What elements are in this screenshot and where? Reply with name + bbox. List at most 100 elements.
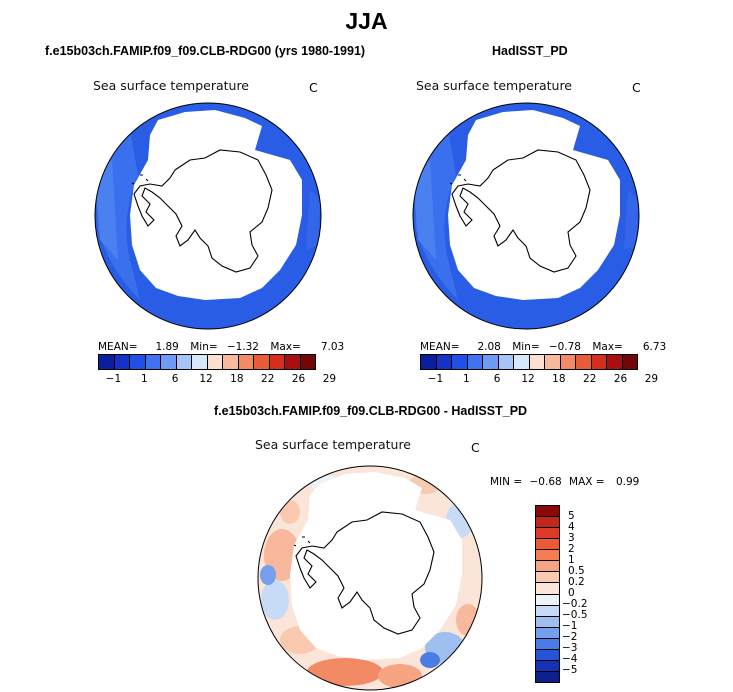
panel-1-colorbar-swatch <box>175 355 191 369</box>
panel-2-min-value: −0.78 <box>548 341 581 353</box>
panel-3-colorbar-swatch <box>536 648 559 660</box>
panel-3-ice-mask <box>290 472 462 660</box>
panel-2-map-boundary <box>412 102 640 330</box>
panel-2-colorbar-swatch <box>575 355 591 369</box>
panel-1-units: C <box>309 80 318 95</box>
panel-1-colorbar-tick-label: 1 <box>140 373 148 385</box>
panel-2-colorbar-tick-label: 1 <box>462 373 470 385</box>
panel-2-mean-label: MEAN= <box>420 341 460 353</box>
panel-3-colorbar-label: 0.5 <box>568 565 585 577</box>
panel-3-colorbar-swatch <box>536 549 559 561</box>
panel-2-colorbar-tick-label: 29 <box>644 373 659 385</box>
panel-3-colorbar-swatch <box>536 516 559 528</box>
panel-3-colorbar-labels: 5 4 3 2 1 0.5 0.2 0 −0.2 −0.5 −1 −2 −3 −4 −5 <box>562 505 606 681</box>
panel-3-min-value: −0.68 <box>529 476 562 488</box>
panel-3-antarctica-coastline <box>295 511 435 635</box>
panel-1-colorbar-ticks: −1 1 6 12 18 22 26 29 <box>98 373 336 387</box>
panel-2-colorbar-swatch <box>451 355 467 369</box>
panel-3-colorbar-label: 4 <box>568 521 575 533</box>
panel-1-colorbar-swatch <box>99 355 114 369</box>
panel-2-colorbar-swatch <box>482 355 498 369</box>
panel-2-variable-label: Sea surface temperature <box>416 78 572 93</box>
panel-2-colorbar-swatch <box>590 355 606 369</box>
panel-2-colorbar-swatch <box>466 355 482 369</box>
panel-1-stats: MEAN= 1.89 Min= −1.32 Max= 7.03 <box>98 341 344 353</box>
panel-1-colorbar-swatch <box>160 355 176 369</box>
figure-title: JJA <box>345 8 388 34</box>
panel-1-antarctica-coastline <box>133 149 273 273</box>
panel-2-colorbar-tick-label: 18 <box>552 373 566 385</box>
panel-3-colorbar-swatch <box>536 604 559 616</box>
panel-3-colorbar-label: 3 <box>568 532 575 544</box>
panel-3-colorbar-swatch <box>536 571 559 583</box>
panel-2-units: C <box>632 80 641 95</box>
panel-1-colorbar-tick-label: 18 <box>230 373 244 385</box>
panel-3-colorbar-swatch <box>536 560 559 572</box>
panel-1-colorbar-tick-label: 29 <box>322 373 337 385</box>
panel-3-stats: MIN = −0.68 MAX = 0.99 <box>490 476 639 488</box>
panel-2-colorbar-tick-label: 6 <box>493 373 501 385</box>
panel-3-colorbar <box>535 505 560 683</box>
panel-3-colorbar-swatch <box>536 659 559 671</box>
panel-2-colorbar-ticks: −1 1 6 12 18 22 26 29 <box>420 373 658 387</box>
panel-1-mean-label: MEAN= <box>98 341 138 353</box>
panel-2-colorbar-swatch <box>544 355 560 369</box>
panel-3-colorbar-swatch <box>536 506 559 517</box>
panel-1-colorbar-swatch <box>113 355 129 369</box>
panel-2-colorbar-tick-label: −1 <box>427 373 444 385</box>
panel-3-colorbar-label: 0.2 <box>568 576 585 588</box>
panel-1-colorbar-swatch <box>299 355 315 369</box>
panel-3-colorbar-label: −0.5 <box>562 609 588 621</box>
panel-3-min-label: MIN = <box>490 476 523 488</box>
panel-1-min-value: −1.32 <box>226 341 259 353</box>
panel-2-colorbar-swatch <box>606 355 622 369</box>
panel-1-colorbar <box>98 354 316 370</box>
panel-3-max-label: MAX = <box>569 476 605 488</box>
panel-1-max-label: Max= <box>270 341 301 353</box>
panel-1-colorbar-swatch <box>144 355 160 369</box>
panel-1-colorbar-tick-label: −1 <box>105 373 122 385</box>
panel-3-map-boundary <box>257 465 483 691</box>
panel-1-colorbar-swatch <box>206 355 222 369</box>
panel-1-title: f.e15b03ch.FAMIP.f09_f09.CLB-RDG00 (yrs … <box>45 44 366 58</box>
panel-3-title: f.e15b03ch.FAMIP.f09_f09.CLB-RDG00 - Had… <box>214 404 528 418</box>
panel-3-colorbar-swatch <box>536 593 559 605</box>
panel-3-colorbar-label: 1 <box>568 554 575 566</box>
panel-3-colorbar-swatch <box>536 615 559 627</box>
panel-2-colorbar-tick-label: 26 <box>613 373 628 385</box>
panel-2-colorbar-swatch <box>497 355 513 369</box>
panel-2-antarctica-coastline <box>451 149 591 273</box>
panel-3-colorbar-label: 5 <box>568 510 575 522</box>
panel-1-mean-value: 1.89 <box>155 341 179 353</box>
panel-1-colorbar-tick-label: 26 <box>291 373 306 385</box>
panel-3-colorbar-label: −0.2 <box>562 598 588 610</box>
panel-3-colorbar-swatch <box>536 582 559 594</box>
panel-3-colorbar-label: −4 <box>562 653 578 665</box>
panel-1-map-boundary <box>94 102 322 330</box>
panel-2-colorbar-swatch <box>435 355 451 369</box>
panel-3-colorbar-label: 0 <box>568 587 575 599</box>
panel-1-colorbar-tick-label: 12 <box>199 373 213 385</box>
panel-3-colorbar-label: −5 <box>562 664 578 676</box>
panel-1-colorbar-swatch <box>268 355 284 369</box>
panel-3-variable-label: Sea surface temperature <box>255 437 411 452</box>
panel-3-colorbar-label: −1 <box>562 620 578 632</box>
panel-1-colorbar-tick-label: 6 <box>171 373 179 385</box>
panel-1-colorbar-swatch <box>191 355 207 369</box>
panel-3-units: C <box>471 440 480 455</box>
panel-3-colorbar-swatch <box>536 637 559 649</box>
panel-1-colorbar-swatch <box>253 355 269 369</box>
panel-1-colorbar-swatch <box>222 355 238 369</box>
panel-3-colorbar-label: 2 <box>568 543 575 555</box>
panel-1-colorbar-swatch <box>129 355 145 369</box>
panel-2-colorbar-tick-label: 22 <box>583 373 597 385</box>
panel-1-colorbar-swatch <box>284 355 300 369</box>
panel-2-colorbar-swatch <box>559 355 575 369</box>
panel-2-colorbar-swatch <box>513 355 529 369</box>
panel-3-colorbar-swatch <box>536 527 559 539</box>
panel-2-colorbar-tick-label: 12 <box>521 373 535 385</box>
panel-1-min-label: Min= <box>190 341 218 353</box>
panel-3-colorbar-label: −2 <box>562 631 578 643</box>
